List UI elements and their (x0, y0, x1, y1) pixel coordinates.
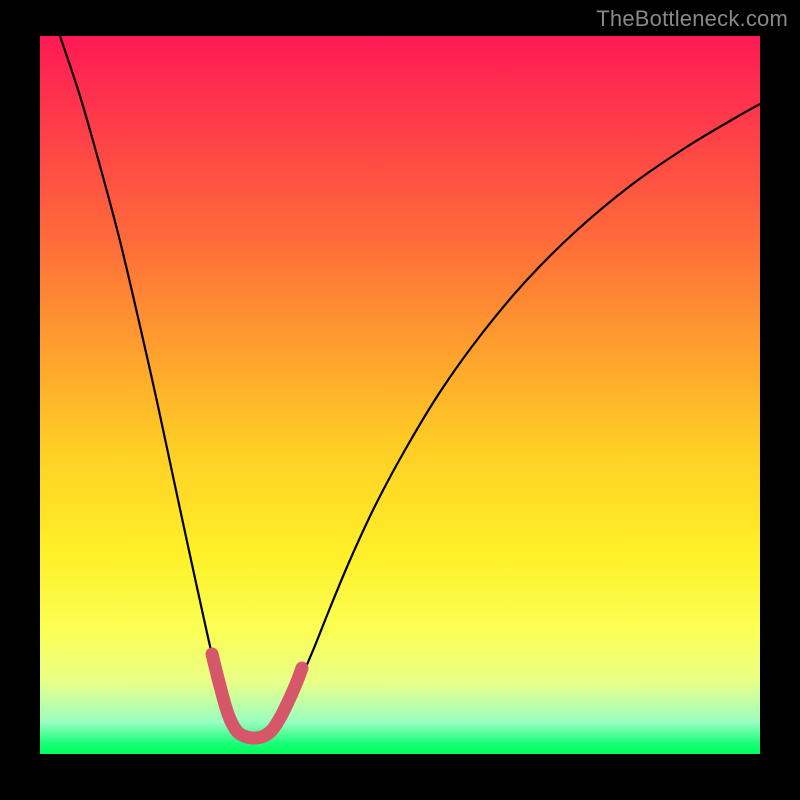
chart-canvas: TheBottleneck.com (0, 0, 800, 800)
highlight-curve (212, 654, 302, 738)
plot-curves (40, 36, 760, 754)
watermark-text: TheBottleneck.com (596, 6, 788, 32)
plot-area (40, 36, 760, 754)
main-curve (60, 36, 760, 733)
